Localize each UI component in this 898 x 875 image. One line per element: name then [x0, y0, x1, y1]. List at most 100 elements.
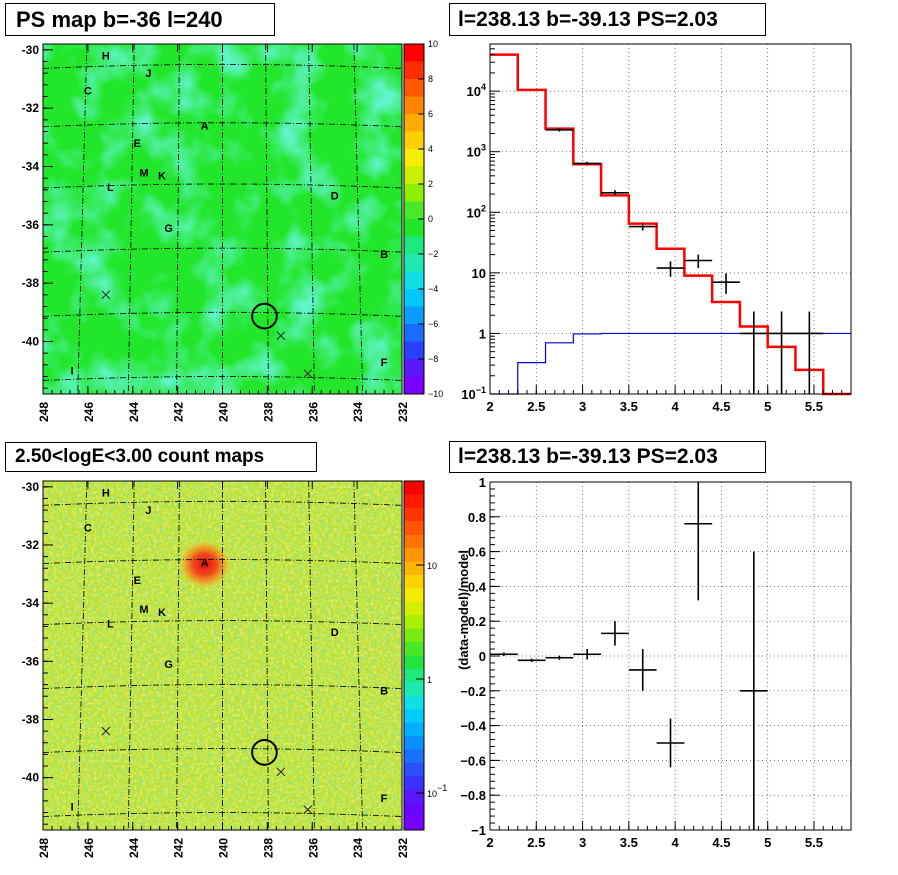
source-label-H: H: [102, 488, 110, 500]
source-cross: [303, 805, 313, 814]
x-tick-label: 246: [82, 402, 96, 422]
heatmap-panel-0: H J C A E M K L D G B I F 248 246 244 242 240 238 236 234 232…: [22, 43, 410, 422]
source-label-L: L: [107, 619, 114, 631]
source-label-J: J: [145, 505, 151, 517]
source-label-I: I: [71, 802, 74, 814]
colorbar-cell: [404, 574, 424, 589]
colorbar-cell: [404, 615, 424, 630]
source-cross: [276, 331, 286, 341]
y-tick-label: -32: [22, 101, 40, 115]
heatmap-panel-2: H J C A E M K L D G B I F 248 246 244 242 240 238 236 234 232…: [22, 480, 410, 858]
x-tick-label: 244: [127, 838, 141, 858]
colorbar-frame: [403, 43, 425, 395]
colorbar-cell: [404, 359, 424, 377]
colorbar-tick-label: −8: [428, 354, 438, 364]
x-tick-label: 238: [261, 402, 275, 422]
source-label-A: A: [201, 121, 209, 133]
source-label-B: B: [380, 249, 388, 261]
source-label-D: D: [331, 627, 339, 639]
source-label-M: M: [139, 167, 148, 179]
y-tick-label: 103: [467, 143, 486, 160]
x-tick-label: 4: [672, 835, 680, 850]
ps-circle-marker: [251, 302, 278, 330]
source-cross: [303, 369, 313, 378]
source-label-H: H: [102, 51, 110, 63]
colorbar-cell: [404, 816, 424, 831]
colorbar-cell: [404, 184, 424, 202]
source-label-J: J: [145, 68, 151, 80]
x-tick-label: 2: [486, 835, 493, 850]
source-cross: [101, 290, 111, 300]
source-label-A: A: [201, 557, 209, 569]
colorbar-tick-label: −2: [428, 249, 438, 259]
y-tick-label: 0.6: [468, 545, 486, 560]
source-label-F: F: [381, 793, 388, 805]
y-tick-label: 1: [479, 475, 486, 490]
residual-panel: 2 2.5 3 3.5 4 4.5 5 5.5 −1 −0.8 −0.6 −0.4 −0.2 0 0.2 0.…: [456, 475, 852, 850]
x-tick-label: 234: [351, 402, 365, 422]
colorbar-cell: [404, 96, 424, 115]
x-tick-label: 240: [217, 838, 231, 858]
colorbar-cell: [404, 521, 424, 536]
colorbar-tick-label: 8: [428, 74, 433, 84]
colorbar-2: 10 1 10−1: [403, 480, 447, 831]
colorbar-cell: [404, 736, 424, 750]
x-tick-label: 3: [579, 835, 586, 850]
colorbar-tick-label: 10−1: [427, 783, 447, 799]
colorbar-cell: [404, 628, 424, 643]
x-tick-label: 238: [261, 838, 275, 858]
residual-title: l=238.13 b=-39.13 PS=2.03: [449, 441, 766, 473]
colorbar-cell: [404, 61, 424, 80]
source-label-G: G: [164, 659, 173, 671]
x-tick-label: 236: [306, 838, 320, 858]
x-tick-label: 5: [764, 399, 771, 414]
graticule: [42, 480, 403, 831]
colorbar-cell: [404, 601, 424, 616]
y-axis-label: (data-model)/model: [456, 550, 471, 670]
x-tick-label: 5.5: [805, 835, 823, 850]
x-tick-label: 232: [396, 838, 410, 858]
x-tick-label: 248: [37, 402, 51, 422]
y-tick-label: 1: [479, 326, 486, 341]
ps-map-title: PS map b=-36 l=240: [5, 3, 275, 36]
colorbar-cell: [404, 561, 424, 576]
y-tick-label: -38: [22, 276, 40, 290]
colorbar-0: 10 8 6 4 2 0 −2 −4 −6 −8 −10: [403, 39, 443, 399]
colorbar-cell: [404, 324, 424, 342]
colorbar-cell: [404, 79, 424, 97]
model-histogram: [490, 53, 851, 396]
colorbar-cell: [404, 762, 424, 777]
y-tick-label: −0.6: [460, 753, 486, 768]
x-tick-label: 248: [37, 838, 51, 858]
x-tick-label: 246: [82, 838, 96, 858]
graticule-longitude: [127, 480, 135, 831]
y-tick-label: -30: [22, 43, 40, 57]
graticule-longitude: [353, 480, 364, 831]
graticule-longitude: [308, 43, 315, 395]
spectrum-title: l=238.13 b=-39.13 PS=2.03: [449, 3, 766, 36]
source-label-C: C: [84, 86, 92, 98]
colorbar-cell: [404, 201, 424, 220]
x-tick-label: 5.5: [805, 399, 823, 414]
colorbar-cell: [404, 534, 424, 549]
y-tick-label: 0.4: [468, 579, 487, 594]
colorbar-tick-label: −10: [428, 389, 443, 399]
y-tick-label: -32: [22, 538, 40, 552]
colorbar-cell: [404, 668, 424, 683]
source-label-F: F: [381, 357, 388, 369]
y-tick-label: -40: [22, 335, 40, 349]
source-cross: [276, 767, 286, 777]
plot-frame: [489, 43, 852, 395]
plot-area: [490, 44, 851, 394]
y-tick-label: 0: [479, 649, 486, 664]
colorbar-cell: [404, 722, 424, 737]
graticule-longitude: [308, 480, 315, 831]
colorbar-tick-label: 1: [427, 675, 432, 685]
source-label-I: I: [71, 366, 74, 378]
source-label-B: B: [380, 685, 388, 697]
y-tick-label: -34: [22, 596, 40, 610]
ps-circle-marker: [251, 739, 278, 766]
x-tick-label: 244: [127, 402, 141, 422]
colorbar-cell: [404, 271, 424, 290]
